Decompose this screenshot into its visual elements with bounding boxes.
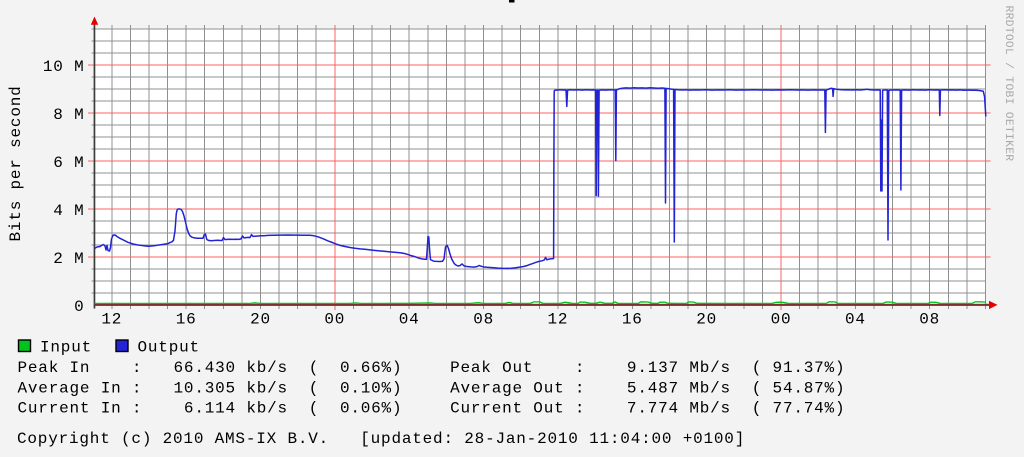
svg-text:Output: Output: [138, 338, 200, 356]
svg-text:16: 16: [176, 311, 197, 329]
svg-text:12: 12: [547, 311, 568, 329]
svg-text:20: 20: [250, 311, 271, 329]
svg-text:RRDTOOL / TOBI OETIKER: RRDTOOL / TOBI OETIKER: [1002, 6, 1014, 162]
svg-text:08: 08: [919, 311, 940, 329]
svg-text:Average Out : 5.487 Mb/s (: Average Out : 5.487 Mb/s ( 54.87%): [450, 379, 845, 397]
svg-text:08: 08: [473, 311, 494, 329]
svg-text:Peak Out : 9.137 Mb/s (: Peak Out : 9.137 Mb/s ( 91.37%): [450, 359, 845, 377]
svg-text:4 M: 4 M: [53, 202, 84, 220]
svg-text:0: 0: [74, 298, 84, 316]
svg-text:8 M: 8 M: [53, 106, 84, 124]
svg-text:Peak In : 66.430 kb/s (: Peak In : 66.430 kb/s ( 0.66%): [18, 359, 403, 377]
svg-text:2 M: 2 M: [53, 250, 84, 268]
svg-text:Bits per second: Bits per second: [7, 85, 25, 241]
svg-text:Current Out : 7.774 Mb/s (: Current Out : 7.774 Mb/s ( 77.74%): [450, 400, 845, 418]
svg-text:04: 04: [845, 311, 866, 329]
svg-text:20: 20: [696, 311, 717, 329]
svg-text:Copyright (c) 2010 AMS-IX B.V.: Copyright (c) 2010 AMS-IX B.V. [updated:…: [17, 430, 745, 448]
svg-text:04: 04: [399, 311, 420, 329]
svg-text:Current In : 6.114 kb/s (: Current In : 6.114 kb/s ( 0.06%): [18, 400, 403, 418]
svg-text:00: 00: [771, 311, 792, 329]
svg-text:16: 16: [622, 311, 643, 329]
svg-text:Input: Input: [40, 338, 92, 356]
svg-text:00: 00: [324, 311, 345, 329]
svg-text:10 M: 10 M: [43, 58, 85, 76]
svg-text:12: 12: [101, 311, 122, 329]
svg-text:Average In : 10.305 kb/s (: Average In : 10.305 kb/s ( 0.10%): [18, 379, 403, 397]
svg-text:6 M: 6 M: [53, 154, 84, 172]
